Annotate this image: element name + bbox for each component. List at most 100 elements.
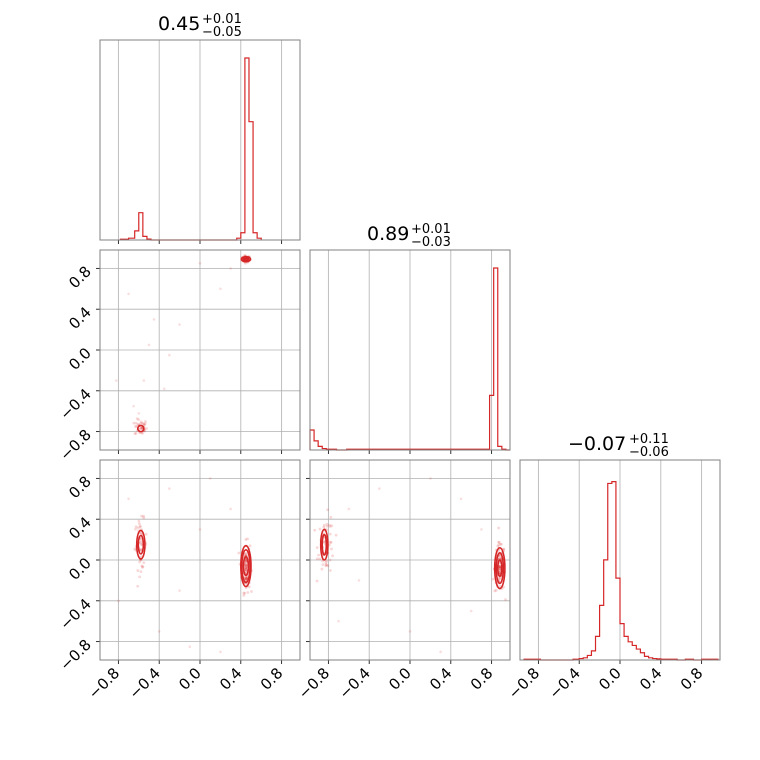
scatter-point	[244, 569, 248, 573]
scatter-point	[134, 525, 138, 529]
scatter-point	[322, 525, 326, 529]
scatter-point	[244, 567, 247, 571]
scatter-point	[140, 431, 144, 435]
y-tick-label: 0.8	[65, 262, 95, 292]
x-tick-label: 0.8	[467, 664, 497, 694]
scatter-point	[245, 566, 249, 570]
scatter-point	[326, 564, 330, 568]
scatter-point	[347, 507, 351, 511]
contour-line	[493, 546, 506, 590]
scatter-point	[139, 422, 142, 426]
title-median: −0.07	[568, 433, 626, 455]
scatter-point	[142, 379, 146, 382]
scatter-point	[208, 477, 212, 480]
scatter-point	[144, 420, 147, 423]
scatter-point	[244, 559, 248, 563]
contour-line	[241, 548, 251, 584]
scatter-point	[142, 514, 145, 518]
contour-line	[495, 552, 505, 585]
scatter-point	[145, 427, 148, 430]
scatter-point	[429, 477, 432, 480]
scatter-point	[326, 508, 330, 512]
scatter-point	[331, 554, 335, 558]
scatter-point	[246, 591, 250, 594]
scatter-point	[229, 267, 232, 270]
scatter-point	[243, 261, 247, 265]
contour-line	[240, 255, 252, 263]
scatter-panel-0-2: −0.8−0.8−0.4−0.40.00.00.40.40.80.8	[56, 459, 301, 703]
x-tick-label: 0.8	[677, 664, 707, 694]
contour-line	[319, 528, 329, 561]
scatter-point	[143, 422, 147, 426]
contour-line	[242, 256, 250, 262]
scatter-point	[152, 318, 156, 321]
scatter-point	[328, 558, 332, 562]
scatter-point	[242, 593, 246, 597]
scatter-point	[134, 421, 138, 425]
scatter-point	[136, 569, 140, 572]
scatter-point	[132, 421, 136, 425]
y-tick-label: 0.8	[65, 472, 95, 502]
scatter-point	[324, 564, 328, 568]
scatter-point	[162, 387, 166, 391]
scatter-point	[502, 547, 506, 551]
scatter-point	[439, 650, 442, 654]
scatter-point	[141, 565, 145, 568]
scatter-point	[313, 528, 317, 532]
scatter-point	[315, 546, 319, 550]
scatter-point	[244, 565, 248, 569]
scatter-point	[498, 565, 501, 568]
scatter-point	[178, 323, 181, 326]
x-tick-label: −0.4	[336, 664, 374, 702]
scatter-point	[244, 563, 248, 567]
scatter-point	[318, 557, 322, 561]
x-tick-label: −0.4	[126, 664, 164, 702]
scatter-point	[138, 525, 142, 529]
scatter-point	[244, 565, 247, 569]
scatter-point	[245, 564, 249, 568]
scatter-point	[136, 584, 140, 588]
scatter-point	[408, 630, 412, 633]
scatter-point	[315, 557, 319, 561]
title-plus: +0.01	[202, 12, 242, 27]
panel-border	[99, 39, 301, 241]
scatter-point	[498, 576, 501, 580]
scatter-point	[134, 527, 137, 531]
scatter-point	[504, 598, 507, 601]
scatter-point	[330, 547, 333, 551]
x-tick-label: 0.0	[595, 664, 625, 694]
scatter-point	[141, 422, 145, 426]
scatter-point	[498, 567, 502, 571]
scatter-point	[140, 421, 144, 425]
scatter-point	[317, 553, 321, 557]
scatter-point	[135, 417, 139, 421]
x-tick-label: 0.8	[257, 664, 287, 694]
title-median: 0.45	[158, 13, 200, 35]
x-tick-label: 0.0	[385, 664, 415, 694]
scatter-point	[245, 576, 249, 580]
scatter-point	[480, 528, 483, 531]
scatter-point	[329, 541, 333, 544]
scatter-point	[134, 431, 138, 435]
scatter-point	[497, 540, 501, 544]
scatter-point	[493, 589, 497, 593]
contour-line	[135, 529, 146, 560]
scatter-point	[250, 590, 253, 593]
scatter-point	[321, 563, 325, 567]
scatter-point	[243, 577, 247, 581]
scatter-point	[136, 422, 140, 426]
panel-border	[99, 459, 301, 661]
contour-line	[240, 544, 252, 588]
scatter-point	[244, 577, 248, 581]
scatter-point	[140, 539, 143, 543]
scatter-point	[244, 568, 248, 572]
scatter-point	[138, 575, 142, 579]
scatter-point	[132, 404, 135, 408]
scatter-point	[318, 527, 322, 531]
contour-line	[137, 534, 145, 555]
scatter-point	[246, 537, 249, 541]
x-tick-label: −0.8	[505, 664, 543, 702]
scatter-point	[325, 559, 328, 563]
scatter-panel-0-1: −0.8−0.4 0.0 0.4 0.8	[56, 249, 301, 464]
scatter-panel-1-2: −0.8 −0.4 0.0 0.4 0.8	[295, 459, 511, 703]
